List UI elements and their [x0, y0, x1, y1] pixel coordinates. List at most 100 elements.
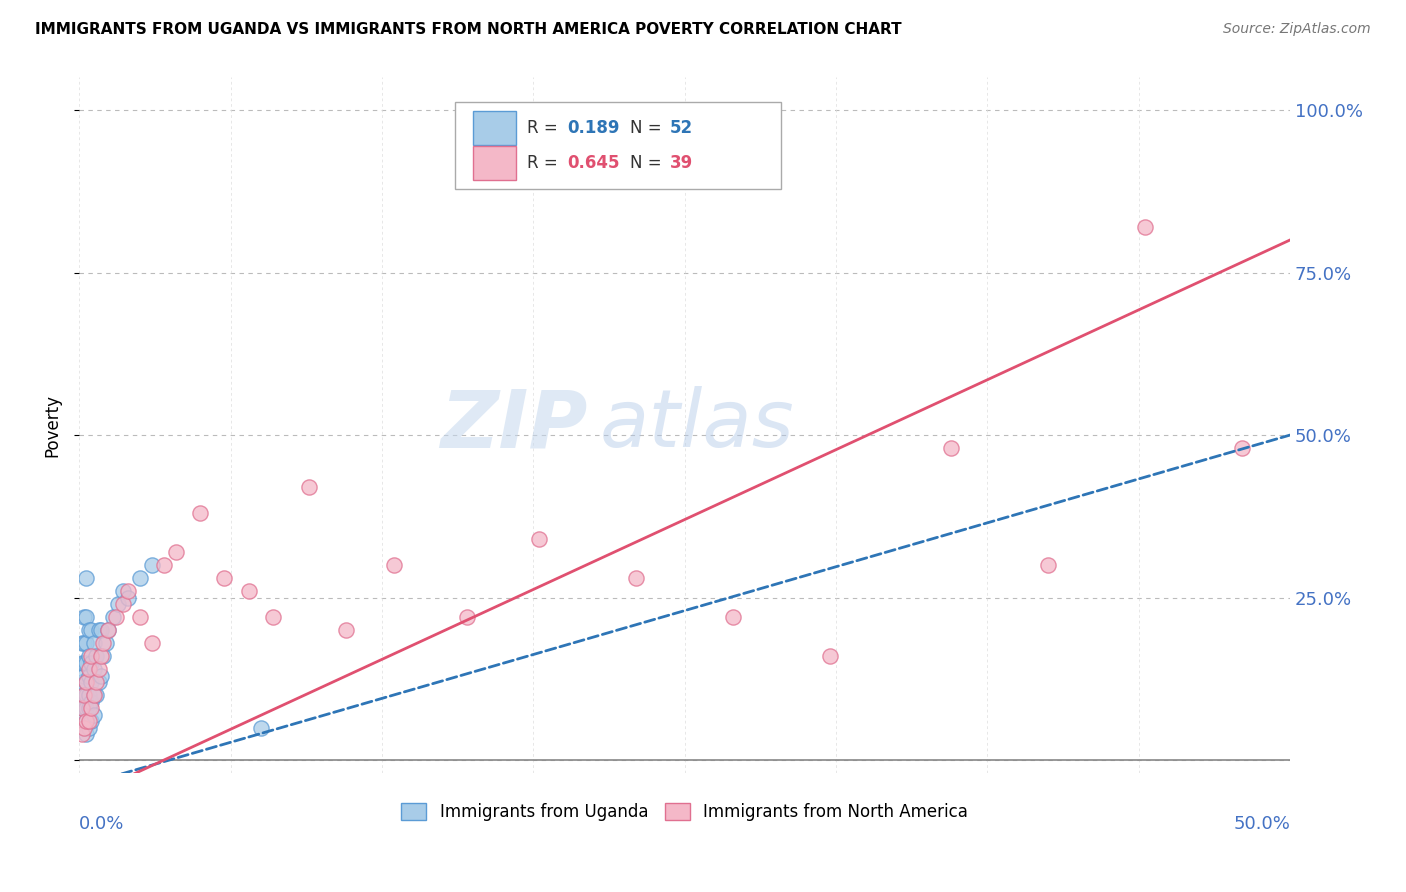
Point — [80, 695, 103, 709]
Point — [80, 623, 103, 637]
Point — [80, 675, 103, 690]
Point — [188, 506, 211, 520]
Point — [70, 656, 93, 670]
Point — [624, 571, 647, 585]
Point — [75, 610, 97, 624]
FancyBboxPatch shape — [454, 102, 782, 189]
Point — [104, 610, 127, 624]
Point — [75, 636, 97, 650]
Point — [77, 668, 100, 682]
Point — [80, 656, 103, 670]
Point — [529, 532, 551, 546]
Text: N =: N = — [630, 154, 666, 172]
Point — [73, 688, 96, 702]
Point — [77, 714, 100, 728]
Point — [1133, 219, 1156, 234]
Point — [84, 649, 107, 664]
FancyBboxPatch shape — [472, 111, 516, 145]
Point — [128, 610, 150, 624]
Point — [73, 721, 96, 735]
Point — [75, 688, 97, 702]
Point — [75, 714, 97, 728]
Point — [70, 701, 93, 715]
Point — [73, 668, 96, 682]
Point — [80, 714, 103, 728]
Point — [73, 636, 96, 650]
Text: Source: ZipAtlas.com: Source: ZipAtlas.com — [1223, 22, 1371, 37]
Text: R =: R = — [527, 119, 564, 136]
Point — [77, 721, 100, 735]
Point — [83, 688, 105, 702]
Text: 0.0%: 0.0% — [79, 815, 125, 833]
Point — [107, 597, 129, 611]
Point — [80, 701, 103, 715]
Point — [1230, 441, 1253, 455]
Point — [111, 597, 134, 611]
Point — [382, 558, 405, 573]
Text: R =: R = — [527, 154, 564, 172]
Point — [141, 636, 163, 650]
Point — [87, 662, 110, 676]
Point — [249, 721, 271, 735]
Point — [94, 636, 117, 650]
Text: 50.0%: 50.0% — [1233, 815, 1291, 833]
Point — [818, 649, 841, 664]
Point — [111, 584, 134, 599]
Point — [153, 558, 176, 573]
Point — [73, 701, 96, 715]
Point — [73, 656, 96, 670]
Point — [70, 688, 93, 702]
Point — [83, 688, 105, 702]
Point — [77, 688, 100, 702]
Legend: Immigrants from Uganda, Immigrants from North America: Immigrants from Uganda, Immigrants from … — [395, 796, 974, 828]
Point — [238, 584, 260, 599]
Point — [262, 610, 284, 624]
Text: 39: 39 — [671, 154, 693, 172]
Point — [73, 610, 96, 624]
Point — [75, 727, 97, 741]
FancyBboxPatch shape — [472, 145, 516, 180]
Point — [165, 545, 187, 559]
Text: IMMIGRANTS FROM UGANDA VS IMMIGRANTS FROM NORTH AMERICA POVERTY CORRELATION CHAR: IMMIGRANTS FROM UGANDA VS IMMIGRANTS FRO… — [35, 22, 901, 37]
Point — [77, 662, 100, 676]
Point — [70, 701, 93, 715]
Point — [335, 623, 357, 637]
Point — [117, 591, 139, 605]
Point — [75, 714, 97, 728]
Point — [77, 623, 100, 637]
Text: N =: N = — [630, 119, 666, 136]
Text: 0.189: 0.189 — [567, 119, 620, 136]
Point — [93, 636, 115, 650]
Point — [83, 707, 105, 722]
Point — [141, 558, 163, 573]
Point — [298, 480, 321, 494]
Point — [80, 649, 103, 664]
Point — [70, 675, 93, 690]
Point — [84, 688, 107, 702]
Point — [87, 675, 110, 690]
Point — [87, 623, 110, 637]
Point — [939, 441, 962, 455]
Point — [93, 649, 115, 664]
Point — [75, 656, 97, 670]
Point — [83, 662, 105, 676]
Point — [77, 649, 100, 664]
Point — [101, 610, 124, 624]
Point — [73, 688, 96, 702]
Point — [70, 727, 93, 741]
Point — [84, 675, 107, 690]
Point — [77, 701, 100, 715]
Point — [214, 571, 236, 585]
Point — [128, 571, 150, 585]
Point — [90, 668, 112, 682]
Point — [1036, 558, 1059, 573]
Point — [75, 675, 97, 690]
Text: atlas: atlas — [600, 386, 794, 465]
Point — [73, 721, 96, 735]
Point — [90, 623, 112, 637]
Point — [75, 701, 97, 715]
Point — [75, 675, 97, 690]
Text: 52: 52 — [671, 119, 693, 136]
Point — [97, 623, 120, 637]
Point — [90, 649, 112, 664]
